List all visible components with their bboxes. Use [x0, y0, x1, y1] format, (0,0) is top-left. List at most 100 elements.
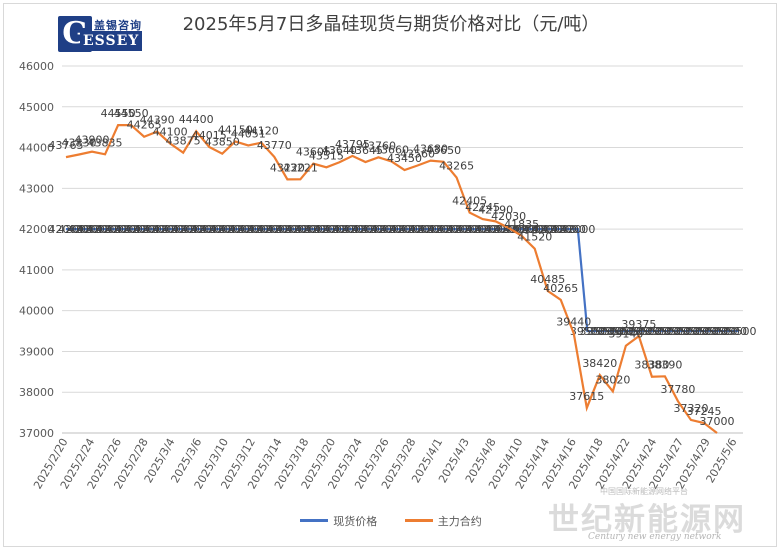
data-label-spot: 42000 — [276, 223, 311, 236]
data-label-spot: 42000 — [475, 223, 510, 236]
data-label-futures: 39440 — [556, 316, 591, 329]
data-label-spot: 42000 — [153, 223, 188, 236]
data-label-spot: 39500 — [703, 325, 738, 338]
data-label-futures: 39375 — [621, 318, 656, 331]
data-label-spot: 42000 — [257, 223, 292, 236]
data-label-spot: 39500 — [636, 325, 671, 338]
data-label-spot: 42000 — [466, 223, 501, 236]
data-label-spot: 42000 — [285, 223, 320, 236]
data-label-futures: 43770 — [257, 139, 292, 152]
data-label-spot: 39500 — [693, 325, 728, 338]
gessey-logo: G 盖锡咨询 ESSEY — [58, 16, 143, 56]
data-label-spot: 42000 — [77, 223, 112, 236]
data-label-spot: 39500 — [579, 325, 614, 338]
data-label-spot: 42000 — [503, 223, 538, 236]
data-label-spot: 42000 — [238, 223, 273, 236]
data-label-spot: 42000 — [86, 223, 121, 236]
data-label-spot: 42000 — [314, 223, 349, 236]
data-label-spot: 39500 — [674, 325, 709, 338]
y-tick-label: 39000 — [19, 345, 54, 358]
data-label-spot: 42000 — [219, 223, 254, 236]
data-label-futures: 40265 — [543, 282, 578, 295]
data-label-futures: 44550 — [114, 107, 149, 120]
y-tick-label: 45000 — [19, 101, 54, 114]
data-label-futures: 43645 — [348, 144, 383, 157]
data-label-futures: 43640 — [322, 144, 357, 157]
data-label-spot: 42000 — [49, 223, 84, 236]
data-label-spot: 39500 — [712, 325, 747, 338]
data-label-futures: 38420 — [582, 357, 617, 370]
y-tick-label: 38000 — [19, 386, 54, 399]
data-label-spot: 39500 — [598, 325, 633, 338]
y-tick-label: 46000 — [19, 60, 54, 73]
data-label-futures: 43765 — [49, 139, 84, 152]
data-label-futures: 43650 — [426, 144, 461, 157]
data-label-spot: 42000 — [437, 223, 472, 236]
data-label-spot: 42000 — [390, 223, 425, 236]
data-label-spot: 42000 — [172, 223, 207, 236]
data-label-spot: 42000 — [342, 223, 377, 236]
data-label-spot: 42000 — [200, 223, 235, 236]
data-label-spot: 42000 — [456, 223, 491, 236]
data-label-spot: 42000 — [105, 223, 140, 236]
data-label-spot: 42000 — [428, 223, 463, 236]
data-label-spot: 42000 — [409, 223, 444, 236]
logo-chinese-text: 盖锡咨询 — [94, 19, 142, 32]
data-label-spot: 39500 — [665, 325, 700, 338]
data-label-spot: 39500 — [627, 325, 662, 338]
data-label-spot: 42000 — [267, 223, 302, 236]
data-label-spot: 42000 — [96, 223, 131, 236]
data-label-futures: 37245 — [686, 405, 721, 418]
data-label-spot: 42000 — [134, 223, 169, 236]
data-label-futures: 44265 — [127, 119, 162, 132]
data-label-spot: 42000 — [522, 223, 557, 236]
data-label-futures: 43605 — [296, 146, 331, 159]
legend-item-spot: 现货价格 — [300, 513, 377, 529]
data-label-futures: 43830 — [62, 136, 97, 149]
data-label-spot: 39500 — [722, 325, 757, 338]
data-label-futures: 44100 — [153, 125, 188, 138]
data-label-spot: 39500 — [589, 325, 624, 338]
data-label-spot: 42000 — [191, 223, 226, 236]
y-tick-label: 43000 — [19, 182, 54, 195]
data-label-futures: 38390 — [647, 358, 682, 371]
data-label-futures: 43450 — [387, 152, 422, 165]
data-label-spot: 42000 — [447, 223, 482, 236]
data-label-spot: 39500 — [608, 325, 643, 338]
data-label-futures: 43560 — [400, 147, 435, 160]
data-label-futures: 37780 — [660, 383, 695, 396]
data-label-futures: 37615 — [569, 390, 604, 403]
data-label-spot: 42000 — [304, 223, 339, 236]
data-label-futures: 44390 — [140, 114, 175, 127]
data-label-spot: 42000 — [248, 223, 283, 236]
data-label-futures: 43680 — [413, 143, 448, 156]
data-label-spot: 42000 — [333, 223, 368, 236]
data-label-futures: 43900 — [75, 134, 110, 147]
data-label-spot: 42000 — [295, 223, 330, 236]
data-label-futures: 43835 — [88, 136, 123, 149]
data-label-spot: 42000 — [143, 223, 178, 236]
data-label-futures: 44015 — [192, 129, 227, 142]
data-label-spot: 42000 — [513, 223, 548, 236]
data-label-futures: 44550 — [101, 107, 136, 120]
data-label-futures: 37320 — [673, 402, 708, 415]
data-label-futures: 41520 — [517, 231, 552, 244]
data-label-spot: 42000 — [67, 223, 102, 236]
data-label-futures: 42190 — [478, 203, 513, 216]
data-label-spot: 42000 — [541, 223, 576, 236]
data-label-futures: 43660 — [374, 143, 409, 156]
data-label-spot: 42000 — [399, 223, 434, 236]
series-line-spot — [66, 228, 739, 333]
y-tick-label: 40000 — [19, 305, 54, 318]
legend-label-spot: 现货价格 — [333, 514, 378, 528]
data-label-futures: 42405 — [452, 195, 487, 208]
data-label-spot: 39500 — [646, 325, 681, 338]
data-label-spot: 42000 — [371, 223, 406, 236]
data-label-spot: 39500 — [570, 325, 605, 338]
data-label-spot: 42000 — [124, 223, 159, 236]
data-label-futures: 43850 — [205, 136, 240, 149]
data-label-futures: 42030 — [491, 210, 526, 223]
data-label-spot: 42000 — [560, 223, 595, 236]
data-label-futures: 41835 — [504, 218, 539, 231]
chart-legend: 现货价格 主力合约 — [0, 512, 782, 529]
